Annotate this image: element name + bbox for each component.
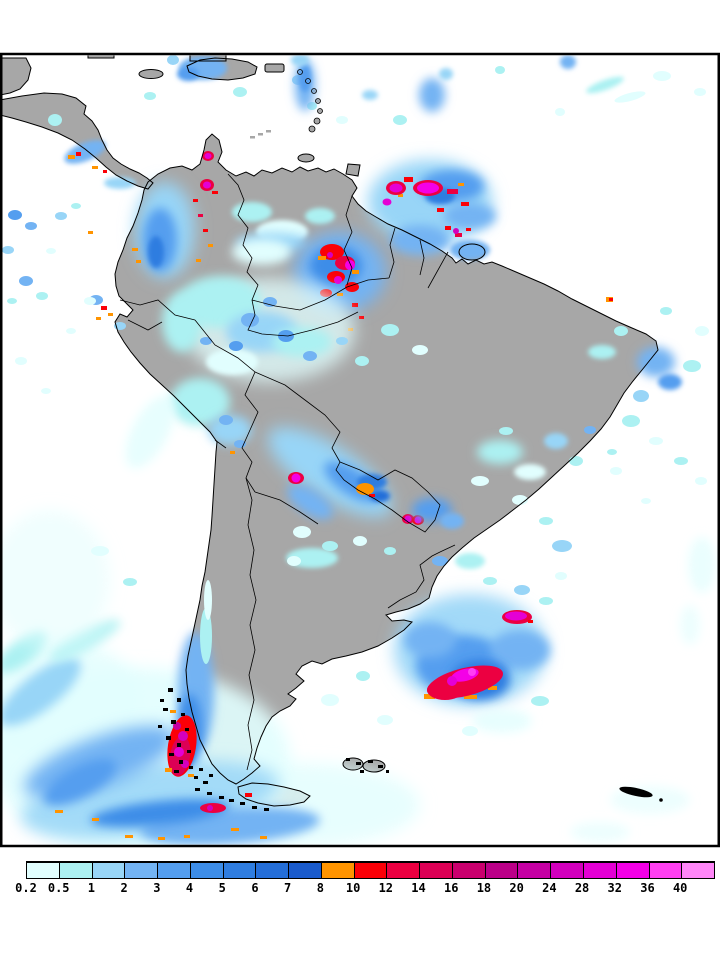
colorbar-tick-label: 10: [345, 881, 361, 895]
tierra-del-fuego-outline: [237, 782, 311, 807]
precip-parana-band: [267, 427, 464, 568]
colorbar-tick-label: 4: [185, 881, 194, 895]
colorbar-segment: [583, 863, 616, 878]
precip-east-atlantic: [588, 307, 716, 645]
cuba-sliver: [88, 55, 114, 58]
colorbar-segment: [386, 863, 420, 878]
falkland-speckles: [346, 758, 389, 773]
colorbar-segment: [615, 863, 649, 878]
colorbar-tick-label: 28: [574, 881, 590, 895]
margarita-outline: [297, 153, 315, 163]
precip-central-america: [64, 140, 136, 189]
falkland-east-outline: [362, 759, 386, 773]
colorbar-tick-label: 24: [542, 881, 557, 895]
precip-pacific-dots: [2, 203, 137, 650]
lesser-antilles-outlines: [297, 69, 323, 133]
precipitation-shading: [2, 55, 716, 845]
colorbar-tick-label: 6: [251, 881, 259, 895]
colorbar-segment: [124, 863, 158, 878]
colorbar-tick-label: 1: [87, 881, 96, 895]
colorbar-segment: [681, 863, 715, 878]
colorbar-tick-label: 2: [120, 881, 128, 895]
falkland-west-outline: [342, 757, 364, 771]
south-america-coastline: [114, 133, 659, 785]
colorbar-segment: [320, 863, 354, 878]
cuba-outline: [87, 55, 115, 59]
colorbar-tick-label: 36: [640, 881, 655, 895]
south-georgia: [619, 786, 663, 802]
yucatan-land: [2, 58, 31, 95]
colorbar-tick-label: 8: [316, 881, 324, 895]
storm-chile-swirl: [2, 580, 690, 845]
country-borders: [119, 173, 456, 771]
colorbar: [26, 861, 715, 879]
storm-south-atlantic: [394, 572, 567, 736]
trinidad: [346, 164, 360, 176]
colorbar-tick-label: 5: [218, 881, 226, 895]
yucatan-coastline: [2, 57, 32, 96]
map-outlines: [2, 55, 663, 811]
fjord-islands: [158, 688, 269, 811]
precip-colombia-venezuela: [88, 151, 335, 278]
map-frame: [0, 52, 720, 848]
colorbar-segment: [451, 863, 485, 878]
colorbar-tick-label: 14: [411, 881, 426, 895]
colorbar-segment: [353, 863, 387, 878]
colorbar-segment: [27, 863, 59, 878]
colorbar-segment: [91, 863, 125, 878]
precip-caribbean: [48, 55, 706, 126]
colorbar-tick-label: 16: [443, 881, 459, 895]
colorbar-segment: [222, 863, 256, 878]
precip-se-brazil: [432, 426, 617, 569]
jamaica-outline: [138, 69, 164, 79]
colorbar-segment: [58, 863, 92, 878]
central-america-land: [2, 93, 153, 189]
jamaica: [139, 69, 163, 79]
colorbar-tick-label: 0.2: [15, 881, 37, 895]
colorbar-tick-label: 12: [378, 881, 394, 895]
precip-amazon: [162, 276, 428, 382]
colorbar-segment: [484, 863, 518, 878]
colorbar-tick-label: 20: [509, 881, 524, 895]
puerto-rico: [265, 64, 284, 72]
isla-margarita: [298, 154, 314, 162]
colorbar-tick-label: 0.5: [47, 881, 70, 895]
puerto-rico-outline: [264, 63, 285, 73]
colorbar-segment: [648, 863, 682, 878]
marajo-outline: [458, 243, 486, 261]
cuba-east-outline: [189, 55, 227, 62]
colorbar-segment: [517, 863, 551, 878]
colorbar-tick-label: 32: [607, 881, 622, 895]
colorbar-tick-label: 18: [476, 881, 492, 895]
colorbar-segment: [157, 863, 190, 878]
precip-guianas: [368, 160, 496, 260]
central-america-coastline: [2, 92, 154, 190]
precip-peru-ecuador: [89, 295, 252, 469]
colorbar-labels: 0.2 0.5 1 2 3 4 5 6 7 8 10 12 14 16 18 20 24 28 32 36 40: [0, 881, 720, 895]
colorbar-segment: [189, 863, 223, 878]
colorbar-tick-label: 3: [153, 881, 161, 895]
hispaniola-outline: [186, 57, 258, 81]
colorbar-segment: [419, 863, 452, 878]
colorbar-tick-label: 40: [672, 881, 688, 895]
colorbar-tick-label: 7: [284, 881, 292, 895]
colorbar-segment: [255, 863, 289, 878]
colorbar-segment: [550, 863, 584, 878]
trinidad-outline: [345, 163, 361, 177]
colorbar-segment: [288, 863, 321, 878]
